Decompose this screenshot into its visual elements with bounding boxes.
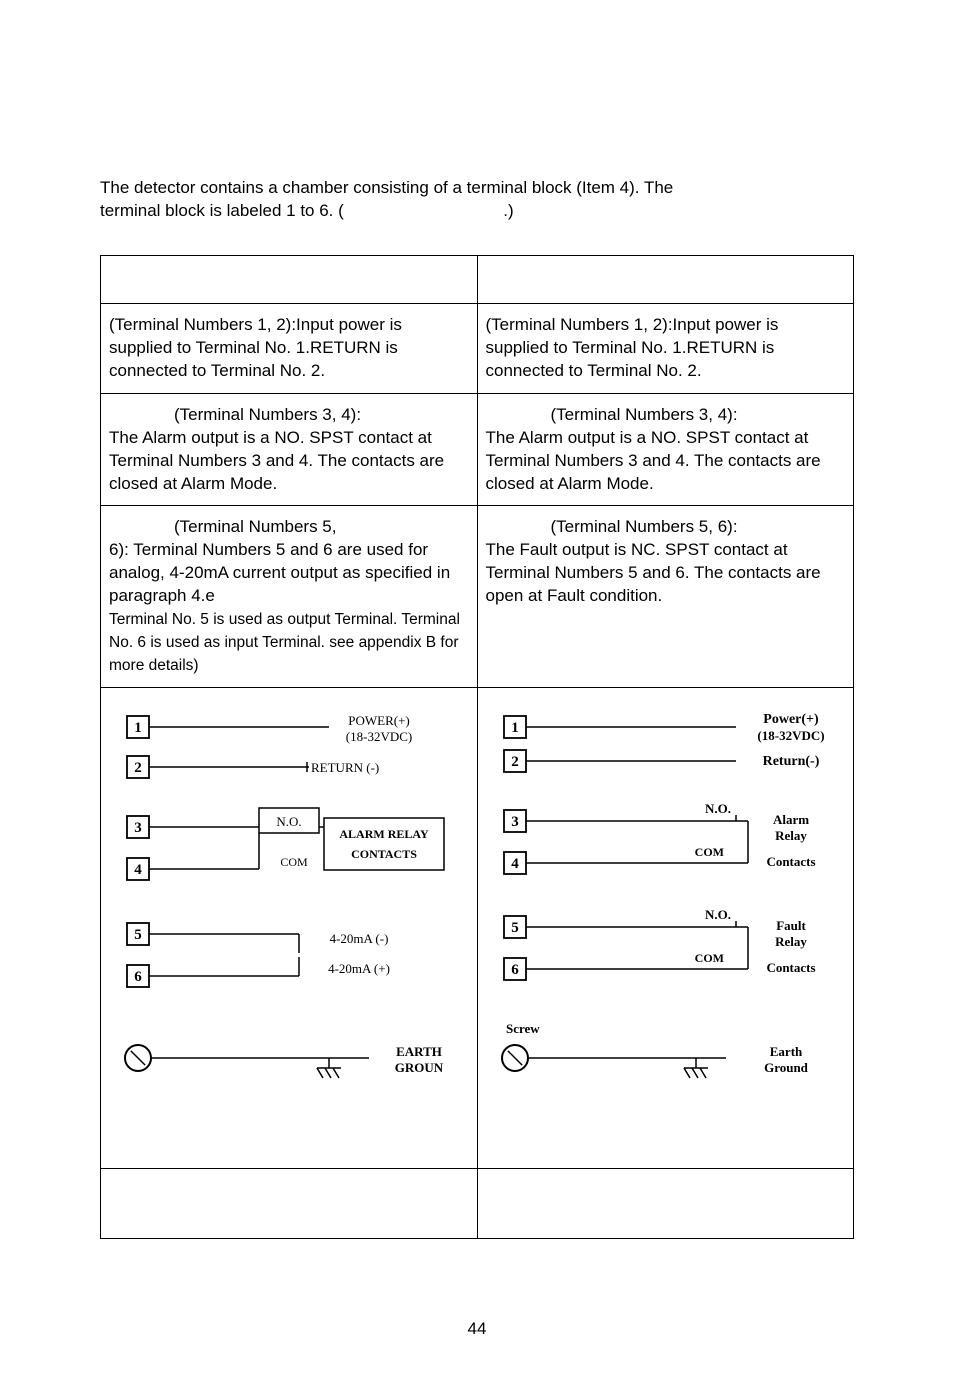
desc-right: (Terminal Numbers 1, 2):Input power is s…: [477, 303, 854, 393]
header-right: [477, 255, 854, 303]
svg-text:3: 3: [134, 820, 142, 836]
diagram-left-cell: 1 POWER(+)(18-32VDC) 2 RETURN (-) 3 4 N.O. ALAR…: [101, 688, 478, 1169]
diagram-right-cell: 1 Power(+)(18-32VDC) 2 Return(-) 3 4 N.O. Alarm…: [477, 688, 854, 1169]
svg-text:Alarm: Alarm: [772, 812, 808, 827]
blank-left: [101, 1169, 478, 1239]
page-number: 44: [100, 1319, 854, 1339]
svg-text:ALARM RELAY: ALARM RELAY: [339, 827, 429, 841]
left-p3-lead: (Terminal Numbers 5,: [109, 516, 469, 539]
left-p2: The Alarm output is a NO. SPST contact a…: [109, 428, 444, 493]
diagram-left: 1 POWER(+)(18-32VDC) 2 RETURN (-) 3 4 N.O. ALAR…: [109, 698, 469, 1158]
svg-text:GROUN: GROUN: [395, 1060, 444, 1075]
left-p2-lead: (Terminal Numbers 3, 4):: [109, 404, 469, 427]
svg-text:Relay: Relay: [775, 828, 807, 843]
desc-right-3: (Terminal Numbers 5, 6): The Fault outpu…: [477, 506, 854, 688]
desc-left-2: (Terminal Numbers 3, 4): The Alarm outpu…: [101, 393, 478, 506]
blank-right: [477, 1169, 854, 1239]
desc-left-3: (Terminal Numbers 5, 6): Terminal Number…: [101, 506, 478, 688]
header-left: [101, 255, 478, 303]
svg-text:Screw: Screw: [506, 1021, 540, 1036]
right-p2-lead: (Terminal Numbers 3, 4):: [486, 404, 846, 427]
svg-text:Return(-): Return(-): [762, 754, 819, 769]
svg-text:Fault: Fault: [776, 918, 806, 933]
svg-text:N.O.: N.O.: [705, 801, 731, 816]
svg-text:1: 1: [511, 720, 519, 736]
svg-text:5: 5: [134, 927, 142, 943]
svg-text:2: 2: [134, 760, 142, 776]
svg-text:COM: COM: [694, 951, 723, 965]
right-p3-lead: (Terminal Numbers 5, 6):: [486, 516, 846, 539]
intro-l1: The detector contains a chamber consisti…: [100, 178, 673, 197]
svg-text:CONTACTS: CONTACTS: [351, 847, 417, 861]
desc-right-2: (Terminal Numbers 3, 4): The Alarm outpu…: [477, 393, 854, 506]
svg-text:4: 4: [511, 856, 519, 872]
svg-text:Contacts: Contacts: [766, 960, 815, 975]
intro-text: The detector contains a chamber consisti…: [100, 177, 854, 223]
desc-left: (Terminal Numbers 1, 2):Input power is s…: [101, 303, 478, 393]
comparison-table: (Terminal Numbers 1, 2):Input power is s…: [100, 255, 854, 1239]
svg-text:4-20mA (+): 4-20mA (+): [328, 961, 390, 976]
svg-text:POWER(+): POWER(+): [348, 713, 410, 728]
svg-text:Relay: Relay: [775, 934, 807, 949]
svg-text:EARTH: EARTH: [396, 1044, 442, 1059]
svg-text:COM: COM: [694, 845, 723, 859]
svg-text:6: 6: [134, 969, 142, 985]
svg-text:1: 1: [134, 720, 142, 736]
svg-text:2: 2: [511, 754, 519, 770]
left-p3: 6): Terminal Numbers 5 and 6 are used fo…: [109, 540, 450, 605]
svg-text:Contacts: Contacts: [766, 854, 815, 869]
svg-text:Ground: Ground: [764, 1060, 809, 1075]
svg-text:(18-32VDC): (18-32VDC): [757, 728, 824, 743]
svg-text:N.O.: N.O.: [276, 814, 301, 829]
left-p3b: Terminal No. 5 is used as output Termina…: [109, 611, 460, 674]
svg-text:3: 3: [511, 814, 519, 830]
left-p1: (Terminal Numbers 1, 2):Input power is s…: [109, 315, 402, 380]
intro-l2b: .): [503, 201, 513, 220]
right-p2: The Alarm output is a NO. SPST contact a…: [486, 428, 821, 493]
right-p1: (Terminal Numbers 1, 2):Input power is s…: [486, 315, 779, 380]
svg-text:Power(+): Power(+): [763, 712, 819, 727]
svg-text:4-20mA (-): 4-20mA (-): [330, 931, 389, 946]
intro-l2a: terminal block is labeled 1 to 6. (: [100, 201, 344, 220]
svg-text:5: 5: [511, 920, 519, 936]
right-p3: The Fault output is NC. SPST contact at …: [486, 540, 821, 605]
svg-text:4: 4: [134, 862, 142, 878]
svg-text:N.O.: N.O.: [705, 907, 731, 922]
svg-text:(18-32VDC): (18-32VDC): [346, 729, 412, 744]
svg-text:COM: COM: [280, 855, 308, 869]
svg-text:Earth: Earth: [769, 1044, 802, 1059]
diagram-right: 1 Power(+)(18-32VDC) 2 Return(-) 3 4 N.O. Alarm…: [486, 698, 846, 1158]
svg-text:6: 6: [511, 962, 519, 978]
svg-text:RETURN (-): RETURN (-): [311, 760, 379, 775]
